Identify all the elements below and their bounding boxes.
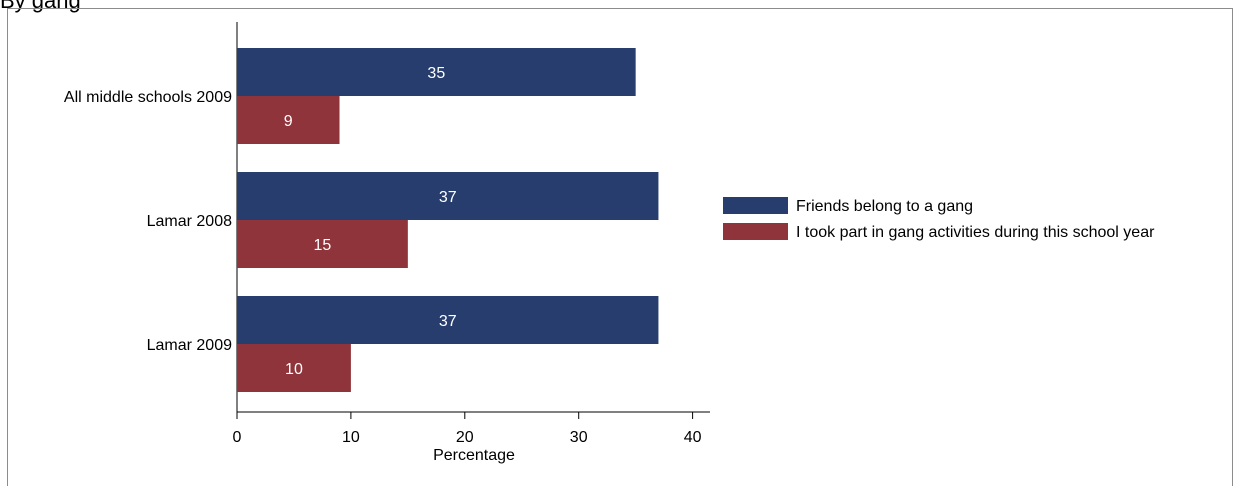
legend-swatch <box>723 197 788 214</box>
x-axis-label: Percentage <box>433 447 515 464</box>
data-label: 15 <box>314 237 332 254</box>
x-tick-label: 0 <box>233 429 242 446</box>
category-label: All middle schools 2009 <box>64 89 232 106</box>
category-label: Lamar 2009 <box>147 337 232 354</box>
data-label: 9 <box>284 113 293 130</box>
legend-label: Friends belong to a gang <box>796 198 973 215</box>
bar <box>237 296 659 344</box>
bar <box>237 344 351 392</box>
page-title: By gang <box>0 0 81 13</box>
chart-frame <box>7 8 1233 486</box>
data-label: 37 <box>439 189 457 206</box>
legend-swatch <box>723 223 788 240</box>
x-tick-label: 40 <box>684 429 702 446</box>
data-label: 37 <box>439 313 457 330</box>
bar <box>237 172 659 220</box>
legend-label: I took part in gang activities during th… <box>796 224 1155 241</box>
x-tick-label: 30 <box>570 429 588 446</box>
data-label: 35 <box>427 65 445 82</box>
bar <box>237 48 636 96</box>
x-tick-label: 20 <box>456 429 474 446</box>
category-label: Lamar 2008 <box>147 213 232 230</box>
bar <box>237 220 408 268</box>
bar <box>237 96 340 144</box>
x-tick-label: 10 <box>342 429 360 446</box>
data-label: 10 <box>285 361 303 378</box>
